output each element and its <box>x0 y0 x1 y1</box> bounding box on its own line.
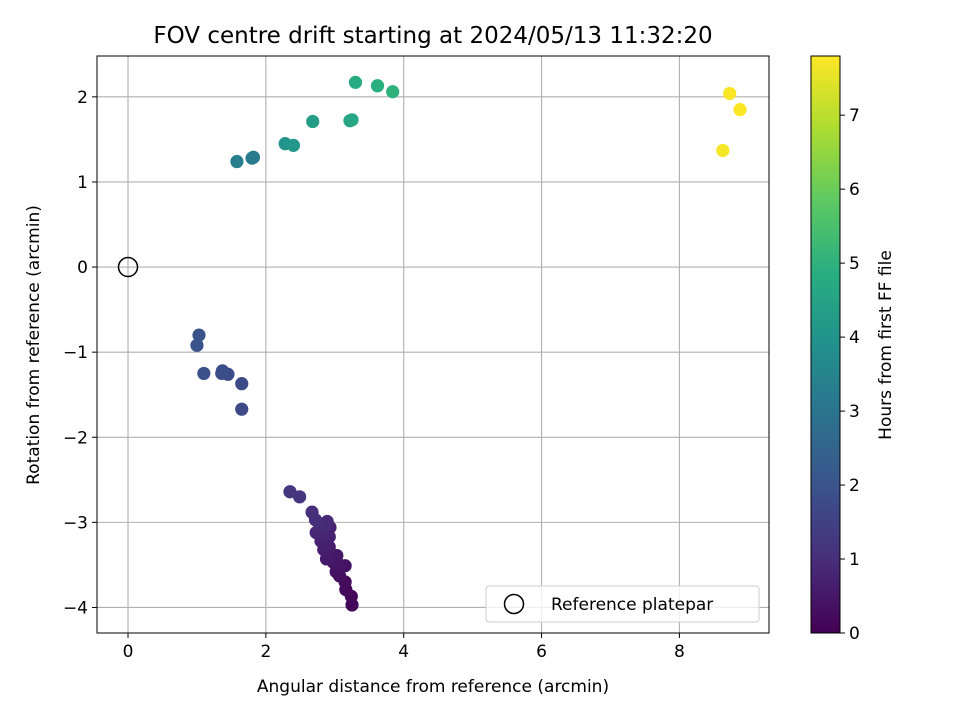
data-point <box>192 328 206 342</box>
data-point <box>716 143 730 158</box>
reference-marker <box>117 256 139 278</box>
data-point <box>345 113 359 127</box>
data-point <box>293 490 307 504</box>
data-point <box>386 85 400 99</box>
colorbar-tick-label: 4 <box>849 328 860 348</box>
data-point <box>306 114 320 129</box>
plot-frame <box>96 55 770 634</box>
x-tick-label: 0 <box>123 642 134 662</box>
legend: Reference platepar <box>485 585 760 623</box>
y-tick-label: −1 <box>63 343 88 363</box>
y-tick-label: 2 <box>77 88 88 108</box>
y-tick-label: 0 <box>77 258 88 278</box>
data-point <box>733 103 747 117</box>
x-tick-label: 6 <box>536 642 547 662</box>
x-axis-ticks: 0 2 4 6 8 <box>123 633 685 662</box>
y-axis-label: Rotation from reference (arcmin) <box>24 205 44 485</box>
x-axis-label: Angular distance from reference (arcmin) <box>257 677 609 697</box>
y-tick-label: −4 <box>63 598 88 618</box>
data-point <box>190 338 204 352</box>
data-point <box>235 402 249 416</box>
y-tick-label: 1 <box>77 173 88 193</box>
data-point <box>723 86 737 101</box>
colorbar-tick-label: 5 <box>849 254 860 274</box>
y-axis-ticks: −4 −3 −2 −1 0 1 2 <box>63 88 97 618</box>
colorbar-tick-label: 2 <box>849 476 860 496</box>
data-points <box>190 75 747 612</box>
colorbar-frame <box>810 55 841 634</box>
colorbar: 0 1 2 3 4 5 6 7 Hours from first FF file <box>810 55 896 644</box>
data-point <box>348 75 363 89</box>
colorbar-tick-label: 6 <box>849 180 860 200</box>
colorbar-tick-label: 3 <box>849 402 860 422</box>
data-point <box>235 377 249 391</box>
x-tick-label: 8 <box>674 642 685 662</box>
data-point <box>286 138 301 152</box>
data-point <box>283 485 297 499</box>
colorbar-tick-label: 7 <box>849 106 860 126</box>
data-point <box>370 79 385 93</box>
y-tick-label: −2 <box>63 428 88 448</box>
colorbar-tick-label: 1 <box>849 550 860 570</box>
data-point <box>245 151 259 165</box>
x-tick-label: 4 <box>398 642 409 662</box>
colorbar-ticks: 0 1 2 3 4 5 6 7 <box>840 106 860 644</box>
data-point <box>197 366 211 381</box>
x-tick-label: 2 <box>260 642 271 662</box>
legend-box <box>485 585 760 623</box>
data-point <box>230 154 244 169</box>
gridlines <box>97 56 769 633</box>
data-point <box>215 364 230 378</box>
colorbar-label: Hours from first FF file <box>876 250 896 440</box>
data-point <box>305 505 319 519</box>
legend-label: Reference platepar <box>551 595 713 615</box>
colorbar-gradient <box>811 56 840 633</box>
legend-marker <box>503 593 525 615</box>
y-tick-label: −3 <box>63 513 88 533</box>
colorbar-tick-label: 0 <box>849 624 860 644</box>
chart-title: FOV centre drift starting at 2024/05/13 … <box>153 23 712 49</box>
